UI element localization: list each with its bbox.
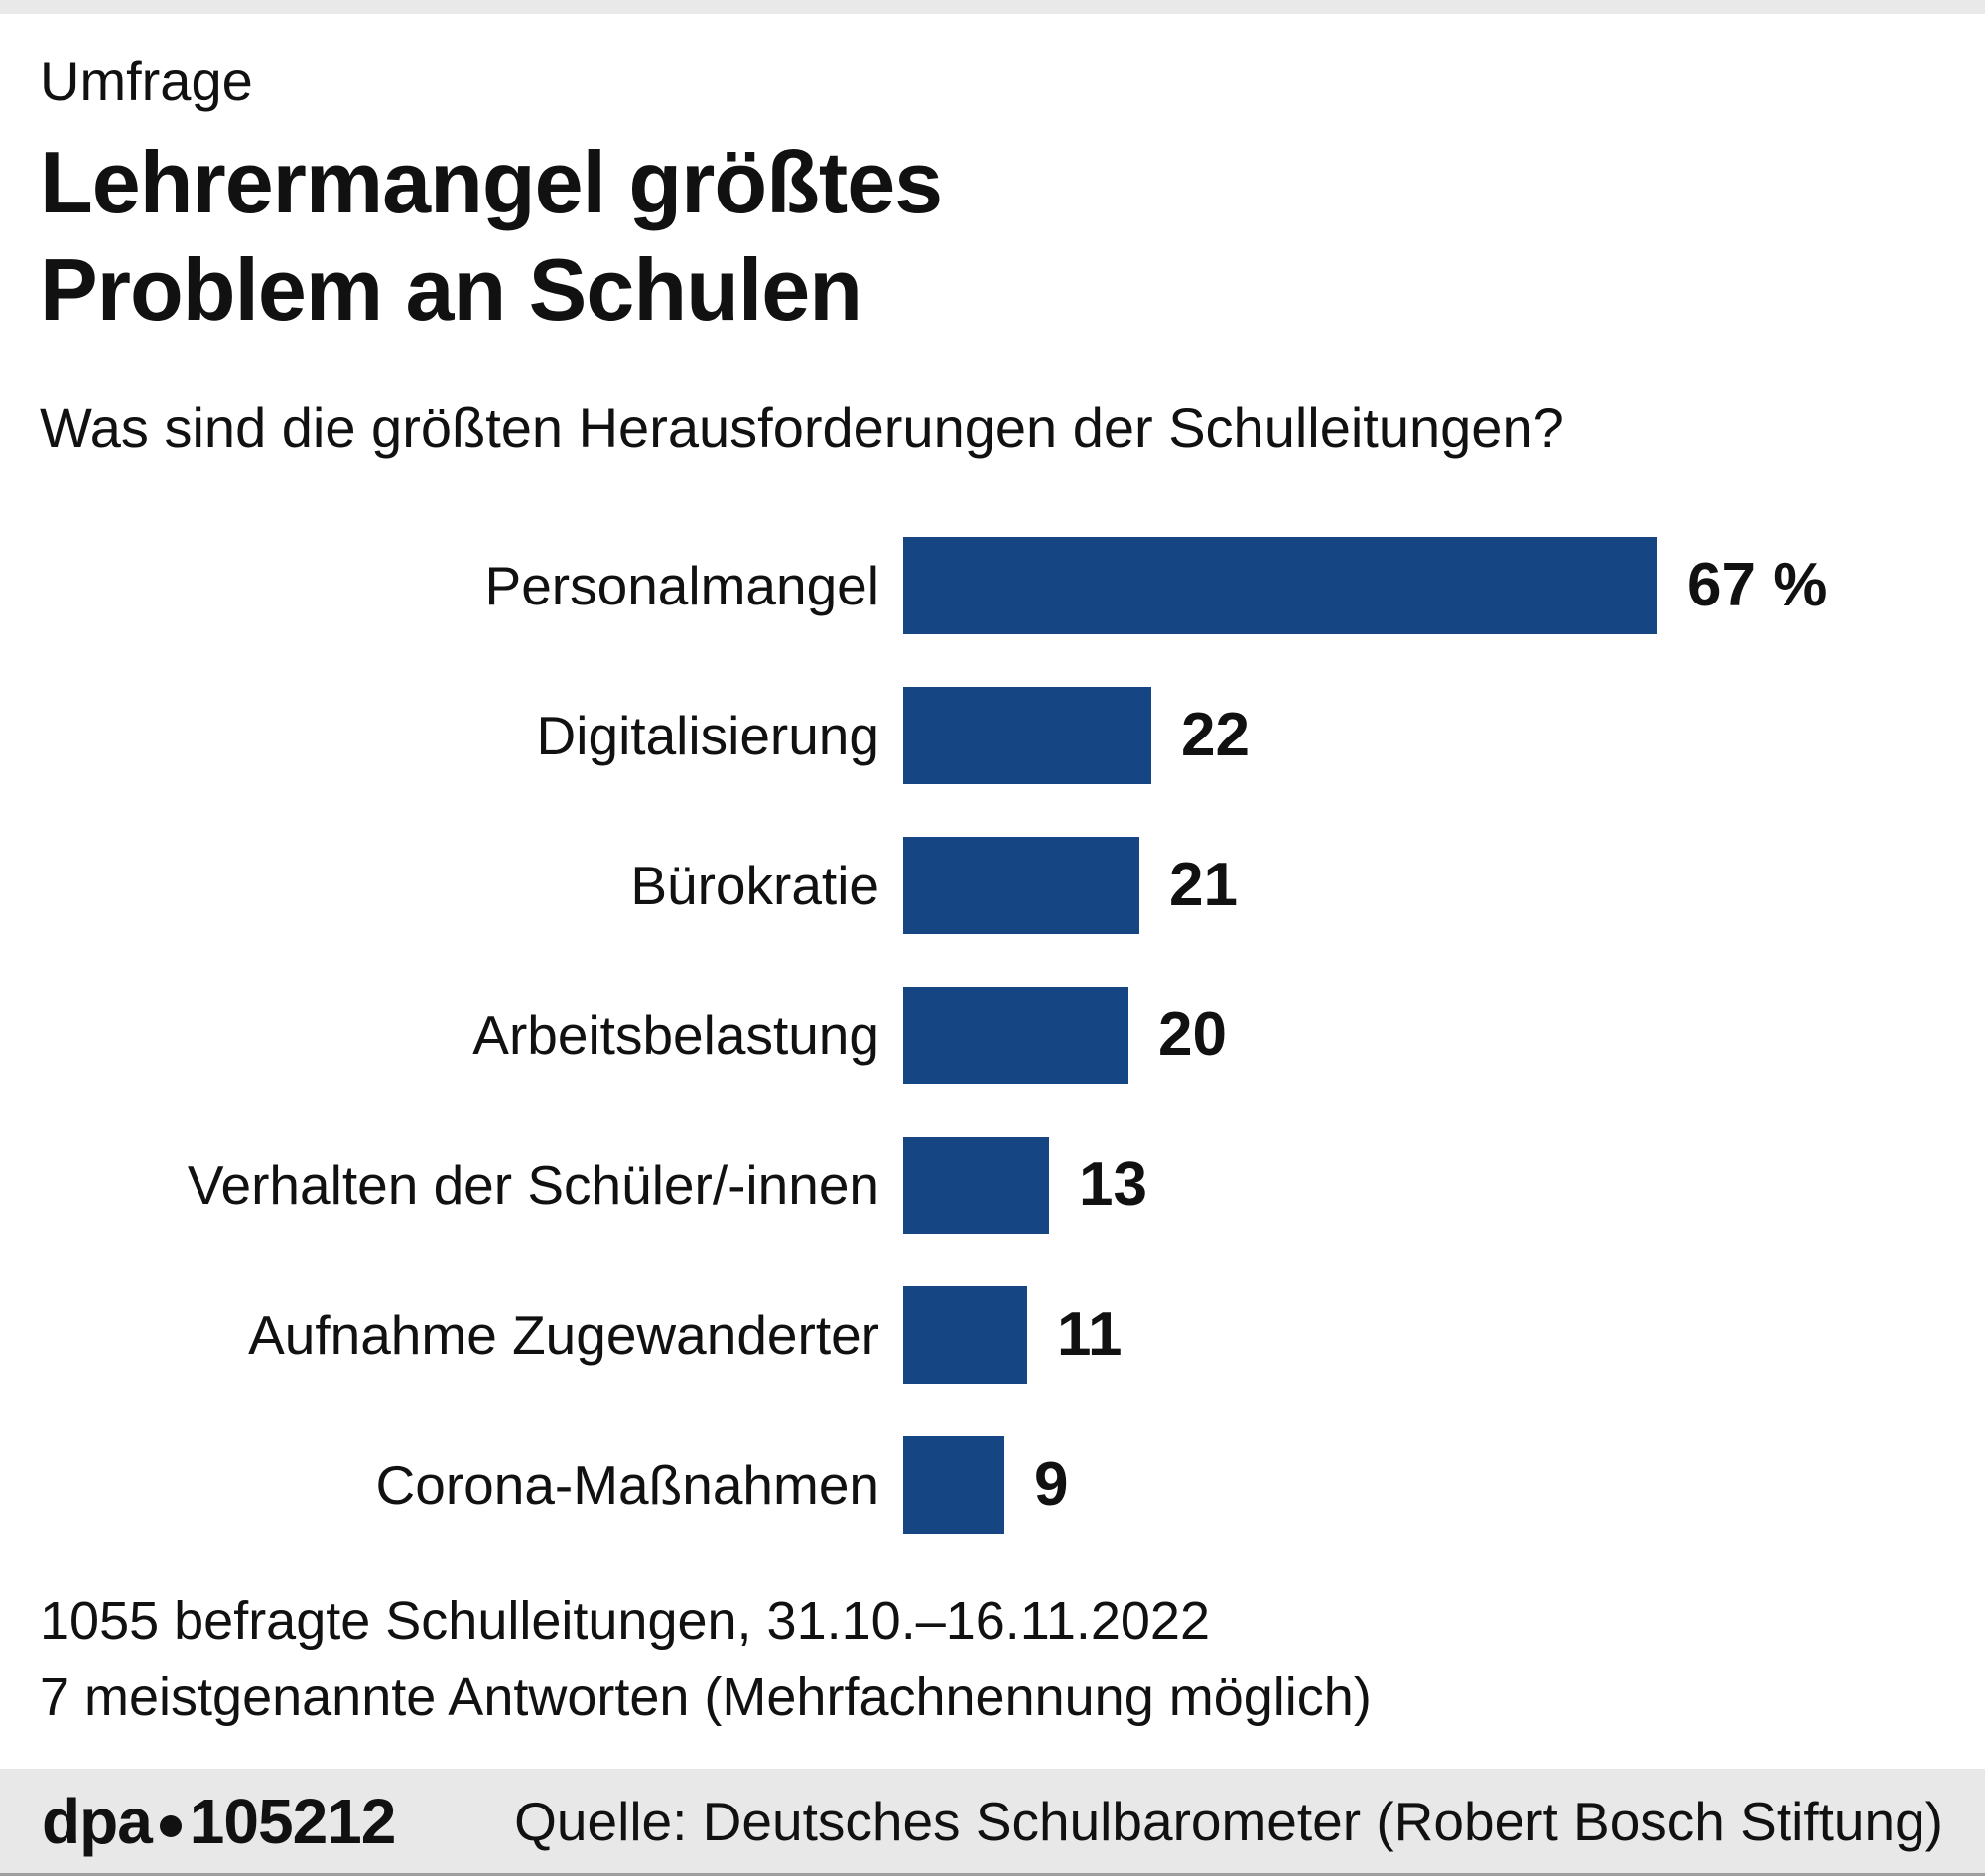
chart-row: Personalmangel 67 % [40, 510, 1945, 660]
bar-value-label: 20 [1158, 1001, 1227, 1070]
bar [903, 1285, 1027, 1384]
bar-value-label: 9 [1034, 1450, 1069, 1520]
dpa-wordmark: dpa [42, 1785, 153, 1857]
bar-label: Aufnahme Zugewanderter [248, 1303, 879, 1366]
bar-value-label: 22 [1181, 701, 1250, 770]
bar [903, 1435, 1004, 1534]
graphic-id: 105212 [189, 1785, 397, 1857]
bar-label: Verhalten der Schüler/-innen [187, 1153, 879, 1216]
bar [903, 686, 1151, 784]
dpa-logo: dpa 105212 [42, 1785, 397, 1858]
bar-value-label: 21 [1169, 851, 1238, 920]
chart-row: Bürokratie 21 [40, 810, 1945, 960]
bar-label: Bürokratie [630, 854, 879, 916]
bar [903, 836, 1139, 934]
infographic-content: Umfrage Lehrermangel größtes Problem an S… [40, 14, 1945, 1736]
chart-row: Corona-Maßnahmen 9 [40, 1409, 1945, 1559]
top-strip [0, 0, 1985, 14]
chart-row: Aufnahme Zugewanderter 11 [40, 1260, 1945, 1409]
bar-track: 13 [903, 1136, 1945, 1234]
source-credit: Quelle: Deutsches Schulbarometer (Robert… [514, 1790, 1943, 1852]
bullet-separator-icon [159, 1814, 182, 1837]
footnote-line-2: 7 meistgenannte Antworten (Mehrfachnennu… [40, 1667, 1372, 1727]
bar-value-label: 11 [1057, 1300, 1123, 1370]
footnote-line-1: 1055 befragte Schulleitungen, 31.10.–16.… [40, 1591, 1210, 1652]
bar-value-label: 67 % [1687, 551, 1828, 620]
bar-track: 21 [903, 836, 1945, 934]
bar [903, 986, 1128, 1084]
bar-value-label: 13 [1079, 1150, 1147, 1220]
bar-track: 67 % [903, 536, 1945, 634]
bar [903, 536, 1657, 634]
bar-label: Personalmangel [484, 554, 879, 616]
bar-track: 22 [903, 686, 1945, 784]
bar-label: Arbeitsbelastung [472, 1004, 879, 1066]
bar-track: 11 [903, 1285, 1945, 1384]
kicker: Umfrage [40, 50, 253, 112]
title-line-2: Problem an Schulen [40, 239, 862, 338]
bar-chart: Personalmangel 67 % Digitalisierung 22 Bürok… [40, 510, 1945, 1559]
page-title: Lehrermangel größtes Problem an Schulen [40, 129, 1945, 342]
chart-row: Digitalisierung 22 [40, 660, 1945, 810]
footer-bar: dpa 105212 Quelle: Deutsches Schulbarome… [0, 1769, 1985, 1876]
bar-label: Corona-Maßnahmen [375, 1453, 879, 1516]
bar-track: 9 [903, 1435, 1945, 1534]
bar-track: 20 [903, 986, 1945, 1084]
bar [903, 1136, 1049, 1234]
bar-label: Digitalisierung [536, 704, 879, 766]
chart-question-subtitle: Was sind die größten Herausforderungen d… [40, 396, 1564, 460]
footnote: 1055 befragte Schulleitungen, 31.10.–16.… [40, 1583, 1945, 1735]
chart-row: Arbeitsbelastung 20 [40, 960, 1945, 1110]
title-line-1: Lehrermangel größtes [40, 133, 943, 232]
chart-row: Verhalten der Schüler/-innen 13 [40, 1110, 1945, 1260]
